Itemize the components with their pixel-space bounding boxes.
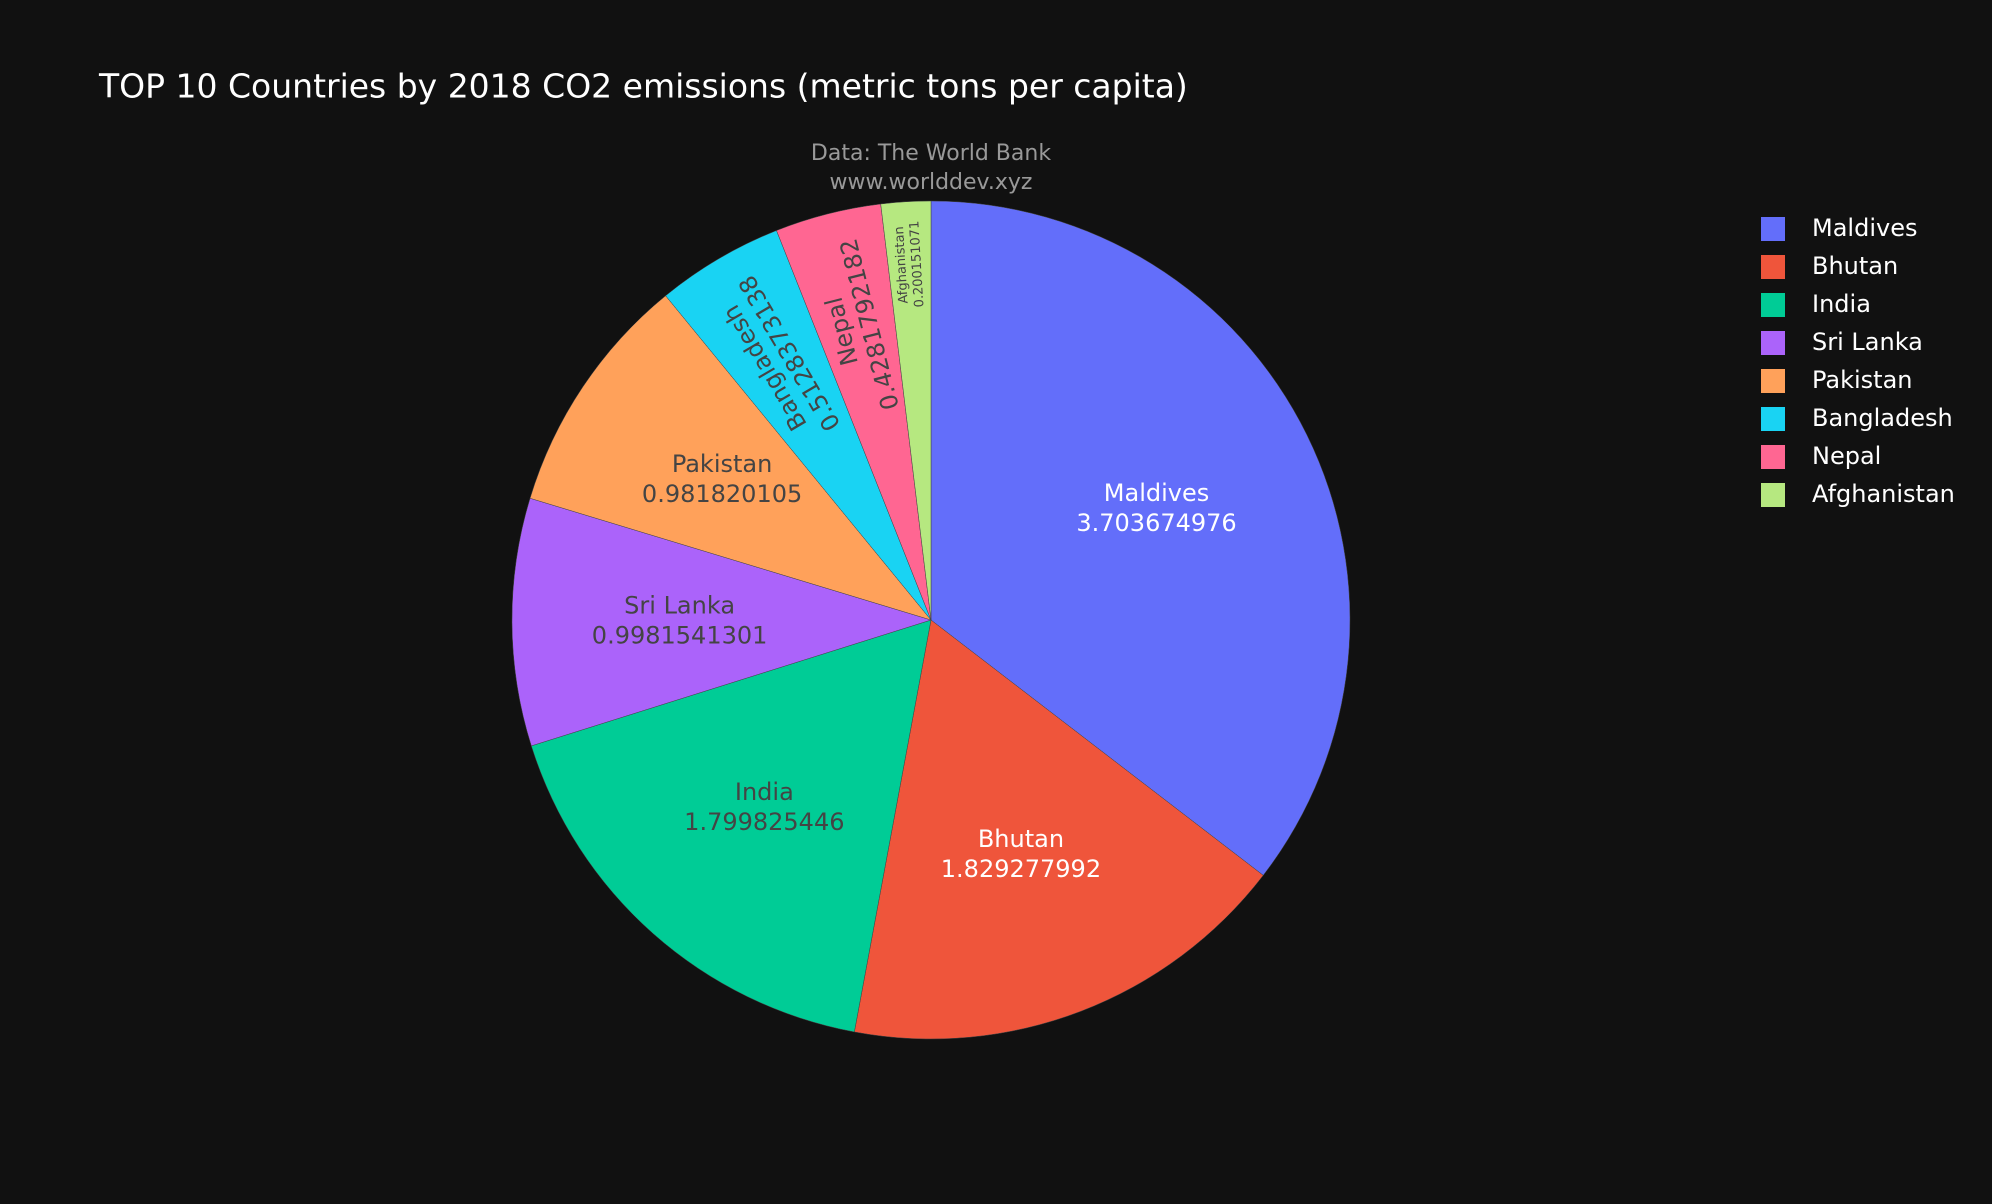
slice-value: 0.981820105 bbox=[642, 480, 802, 508]
annotation: Data: The World Bank bbox=[811, 141, 1051, 166]
slice-value: 1.799825446 bbox=[684, 808, 844, 836]
legend-label: India bbox=[1812, 290, 1871, 318]
slice-name: Pakistan bbox=[672, 450, 773, 478]
legend-swatch bbox=[1761, 331, 1785, 355]
legend-label: Afghanistan bbox=[1812, 480, 1955, 508]
pie-slice bbox=[529, 295, 932, 621]
slice-value: 3.703674976 bbox=[1076, 509, 1236, 537]
legend-label: Maldives bbox=[1812, 214, 1917, 242]
pie-slice bbox=[880, 200, 932, 621]
slice-name: India bbox=[735, 778, 794, 806]
annotation: www.worlddev.xyz bbox=[830, 170, 1033, 195]
chart-title: TOP 10 Countries by 2018 CO2 emissions (… bbox=[98, 67, 1188, 106]
slice-name: Afghanistan bbox=[892, 226, 912, 304]
legend-swatch bbox=[1761, 407, 1785, 431]
pie-slice bbox=[854, 619, 1264, 1040]
legend-label: Bangladesh bbox=[1812, 404, 1953, 432]
legend-swatch bbox=[1761, 217, 1785, 241]
slice-value: 0.200151071 bbox=[907, 220, 927, 308]
pie-slice bbox=[930, 200, 1351, 876]
legend-label: Sri Lanka bbox=[1812, 328, 1923, 356]
legend-label: Pakistan bbox=[1812, 366, 1913, 394]
legend-label: Nepal bbox=[1812, 442, 1881, 470]
pie-slice bbox=[511, 497, 932, 747]
legend-swatch bbox=[1761, 255, 1785, 279]
legend-swatch bbox=[1761, 445, 1785, 469]
pie-slice bbox=[531, 619, 932, 1033]
legend-swatch bbox=[1761, 369, 1785, 393]
slice-name: Maldives bbox=[1104, 479, 1209, 507]
slice-value: 0.9981541301 bbox=[592, 621, 768, 649]
slice-name: Sri Lanka bbox=[624, 591, 735, 619]
slice-name: Bhutan bbox=[978, 825, 1064, 853]
legend-swatch bbox=[1761, 293, 1785, 317]
legend-swatch bbox=[1761, 483, 1785, 507]
legend-label: Bhutan bbox=[1812, 252, 1898, 280]
slice-value: 1.829277992 bbox=[941, 855, 1101, 883]
